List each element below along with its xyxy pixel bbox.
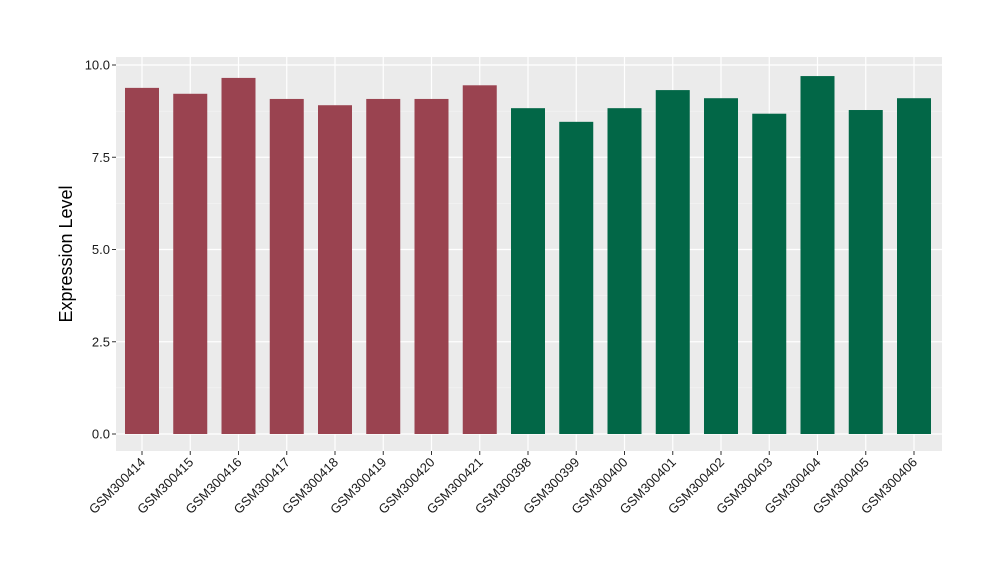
bar-GSM300403 (752, 113, 787, 434)
bar-GSM300401 (655, 90, 690, 434)
bar-GSM300416 (221, 77, 256, 434)
y-tick-label: 10.0 (85, 58, 110, 73)
y-tick-label: 2.5 (92, 334, 110, 349)
bars (125, 76, 931, 435)
y-tick-label: 5.0 (92, 242, 110, 257)
bar-GSM300402 (704, 98, 738, 435)
y-tick-label: 7.5 (92, 150, 110, 165)
bar-GSM300417 (269, 98, 304, 434)
bar-GSM300418 (318, 105, 352, 434)
bar-GSM300420 (414, 98, 449, 434)
bar-GSM300415 (173, 93, 208, 435)
y-axis-title: Expression Level (56, 185, 76, 322)
y-axis: 0.0 2.5 5.0 7.5 10.0 (85, 58, 116, 442)
bar-GSM300400 (607, 108, 642, 434)
bar-GSM300399 (559, 121, 594, 435)
bar-GSM300405 (848, 110, 883, 434)
x-axis: GSM300414GSM300415GSM300416GSM300417GSM3… (86, 451, 920, 517)
bar-GSM300414 (125, 87, 159, 435)
bar-GSM300404 (800, 76, 835, 434)
bar-GSM300421 (462, 85, 497, 435)
y-tick-label: 0.0 (92, 427, 110, 442)
bar-GSM300398 (511, 108, 545, 434)
bar-GSM300406 (897, 98, 931, 435)
bar-GSM300419 (366, 98, 401, 434)
